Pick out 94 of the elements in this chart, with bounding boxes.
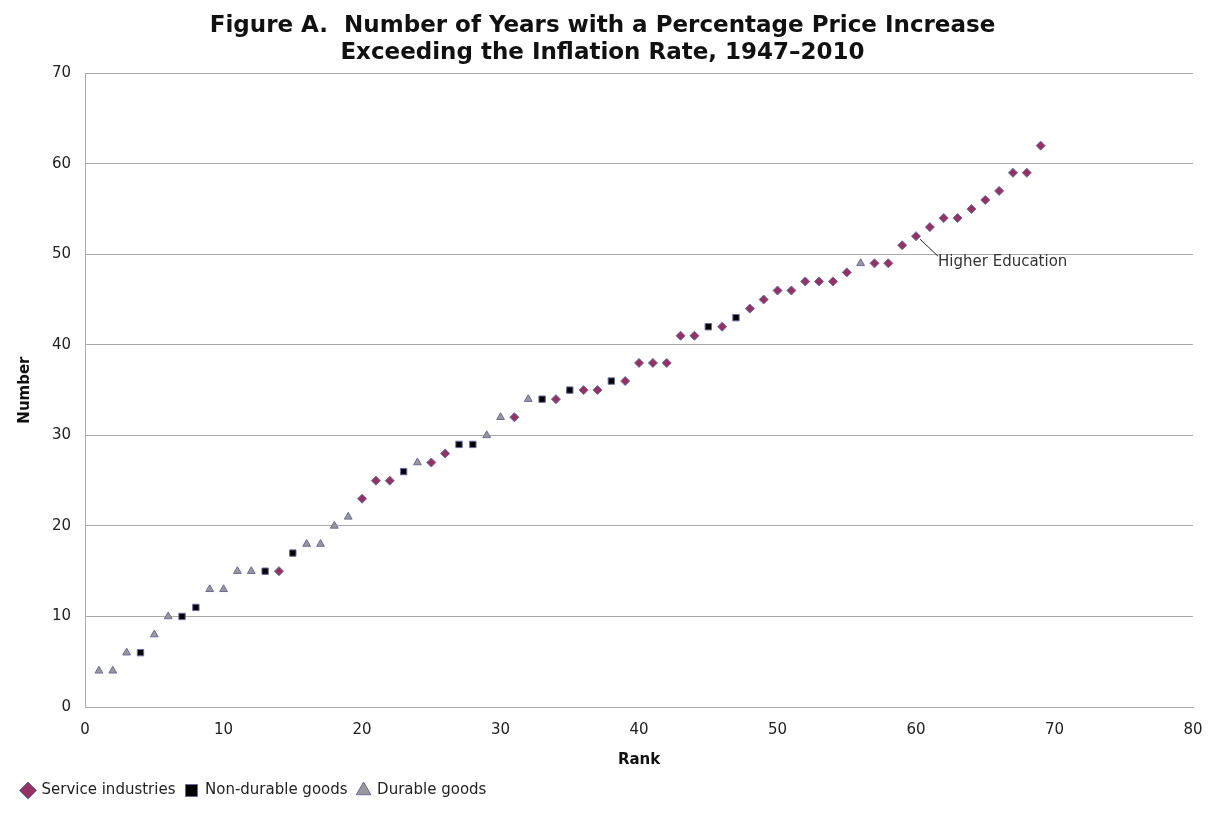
point bbox=[800, 276, 811, 287]
legend-label: Service industries bbox=[41, 780, 176, 799]
point bbox=[704, 323, 712, 331]
point bbox=[440, 448, 451, 459]
x-tick-label: 30 bbox=[491, 719, 511, 738]
point bbox=[205, 584, 215, 593]
y-axis-title: Number bbox=[14, 355, 33, 424]
point bbox=[399, 467, 408, 476]
point bbox=[316, 539, 325, 547]
x-tick-label: 10 bbox=[214, 719, 234, 738]
point bbox=[592, 385, 603, 396]
point bbox=[758, 294, 769, 305]
point bbox=[938, 213, 949, 224]
y-tick-label: 30 bbox=[51, 425, 72, 444]
y-tick-label: 0 bbox=[61, 696, 72, 715]
y-tick-label: 70 bbox=[51, 63, 72, 82]
x-tick-label: 0 bbox=[80, 719, 90, 738]
point bbox=[980, 194, 991, 205]
point bbox=[192, 603, 200, 612]
point bbox=[620, 376, 631, 387]
point bbox=[357, 493, 368, 504]
y-tick-label: 50 bbox=[51, 244, 72, 263]
point bbox=[717, 321, 728, 332]
x-tick-label: 60 bbox=[906, 719, 926, 738]
point bbox=[744, 303, 755, 314]
y-tick-label: 40 bbox=[51, 334, 72, 353]
x-axis-title: Rank bbox=[617, 749, 662, 768]
point bbox=[578, 385, 589, 396]
x-tick-label: 40 bbox=[629, 719, 649, 738]
point bbox=[634, 357, 645, 368]
point bbox=[883, 258, 894, 269]
point bbox=[426, 457, 437, 468]
point bbox=[772, 285, 783, 296]
point bbox=[94, 665, 104, 674]
point bbox=[1021, 167, 1032, 178]
point bbox=[661, 357, 672, 368]
point bbox=[246, 566, 256, 574]
point bbox=[329, 520, 339, 529]
point bbox=[233, 566, 242, 574]
point bbox=[455, 440, 463, 449]
point bbox=[689, 330, 700, 341]
point bbox=[469, 440, 477, 449]
point bbox=[994, 185, 1005, 196]
point bbox=[261, 567, 269, 575]
x-tick-label: 70 bbox=[1044, 719, 1065, 738]
point bbox=[302, 539, 312, 547]
point bbox=[1035, 140, 1046, 151]
point bbox=[952, 213, 963, 224]
annotation: Higher Education bbox=[938, 252, 1068, 271]
x-tick-label: 80 bbox=[1183, 719, 1203, 738]
point bbox=[856, 258, 866, 267]
point bbox=[219, 584, 228, 593]
y-tick-label: 20 bbox=[51, 515, 72, 534]
point bbox=[482, 430, 492, 439]
point bbox=[607, 377, 616, 385]
point bbox=[370, 475, 381, 486]
point bbox=[827, 276, 838, 287]
point bbox=[384, 475, 395, 486]
point bbox=[163, 611, 173, 620]
point bbox=[149, 629, 159, 638]
point bbox=[566, 386, 574, 394]
y-tick-label: 60 bbox=[51, 153, 72, 172]
point bbox=[786, 285, 797, 296]
point bbox=[178, 612, 186, 621]
point bbox=[496, 412, 505, 421]
point bbox=[413, 457, 422, 466]
point bbox=[273, 566, 284, 577]
point bbox=[675, 330, 686, 341]
point bbox=[911, 231, 922, 242]
point bbox=[1007, 167, 1018, 178]
point bbox=[841, 267, 852, 278]
point bbox=[108, 665, 118, 674]
point bbox=[538, 395, 546, 403]
x-tick-label: 20 bbox=[352, 719, 372, 738]
legend-label: Non-durable goods bbox=[204, 780, 348, 799]
x-tick-label: 50 bbox=[767, 719, 788, 738]
point bbox=[647, 357, 658, 368]
legend-label: Durable goods bbox=[377, 780, 487, 799]
point bbox=[897, 240, 908, 251]
point bbox=[136, 648, 145, 657]
text: Figure A. Number of Years with a Percentage Price Increase bbox=[209, 10, 996, 37]
point bbox=[550, 394, 561, 405]
point bbox=[924, 222, 935, 233]
point bbox=[343, 511, 353, 520]
point bbox=[966, 204, 977, 215]
y-tick-label: 10 bbox=[51, 606, 72, 625]
point bbox=[509, 412, 520, 423]
point bbox=[732, 313, 740, 322]
point bbox=[122, 647, 132, 656]
text: Exceeding the Inflation Rate, 1947–2010 bbox=[340, 38, 865, 65]
point bbox=[814, 276, 825, 287]
point bbox=[523, 394, 533, 402]
point bbox=[289, 549, 297, 557]
point bbox=[869, 258, 880, 269]
